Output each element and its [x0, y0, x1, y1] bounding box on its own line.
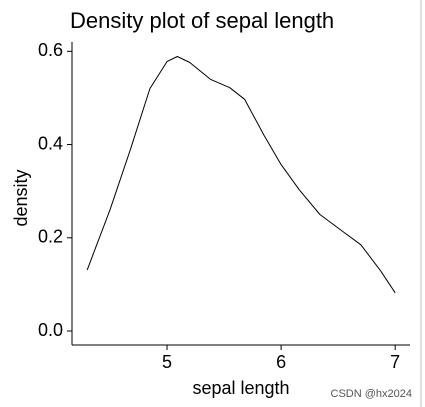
x-tick-label: 5: [162, 352, 172, 372]
y-tick-label: 0.4: [38, 133, 63, 153]
y-tick-label: 0.0: [38, 320, 63, 340]
y-tick-label: 0.6: [38, 40, 63, 60]
watermark: CSDN @hx2024: [331, 388, 412, 400]
y-axis-label: density: [11, 169, 31, 226]
chart-title: Density plot of sepal length: [70, 8, 334, 33]
density-line: [86, 56, 396, 294]
x-tick-label: 6: [276, 352, 286, 372]
y-tick-label: 0.2: [38, 227, 63, 247]
x-axis-label: sepal length: [192, 378, 289, 398]
x-tick-label: 7: [390, 352, 400, 372]
